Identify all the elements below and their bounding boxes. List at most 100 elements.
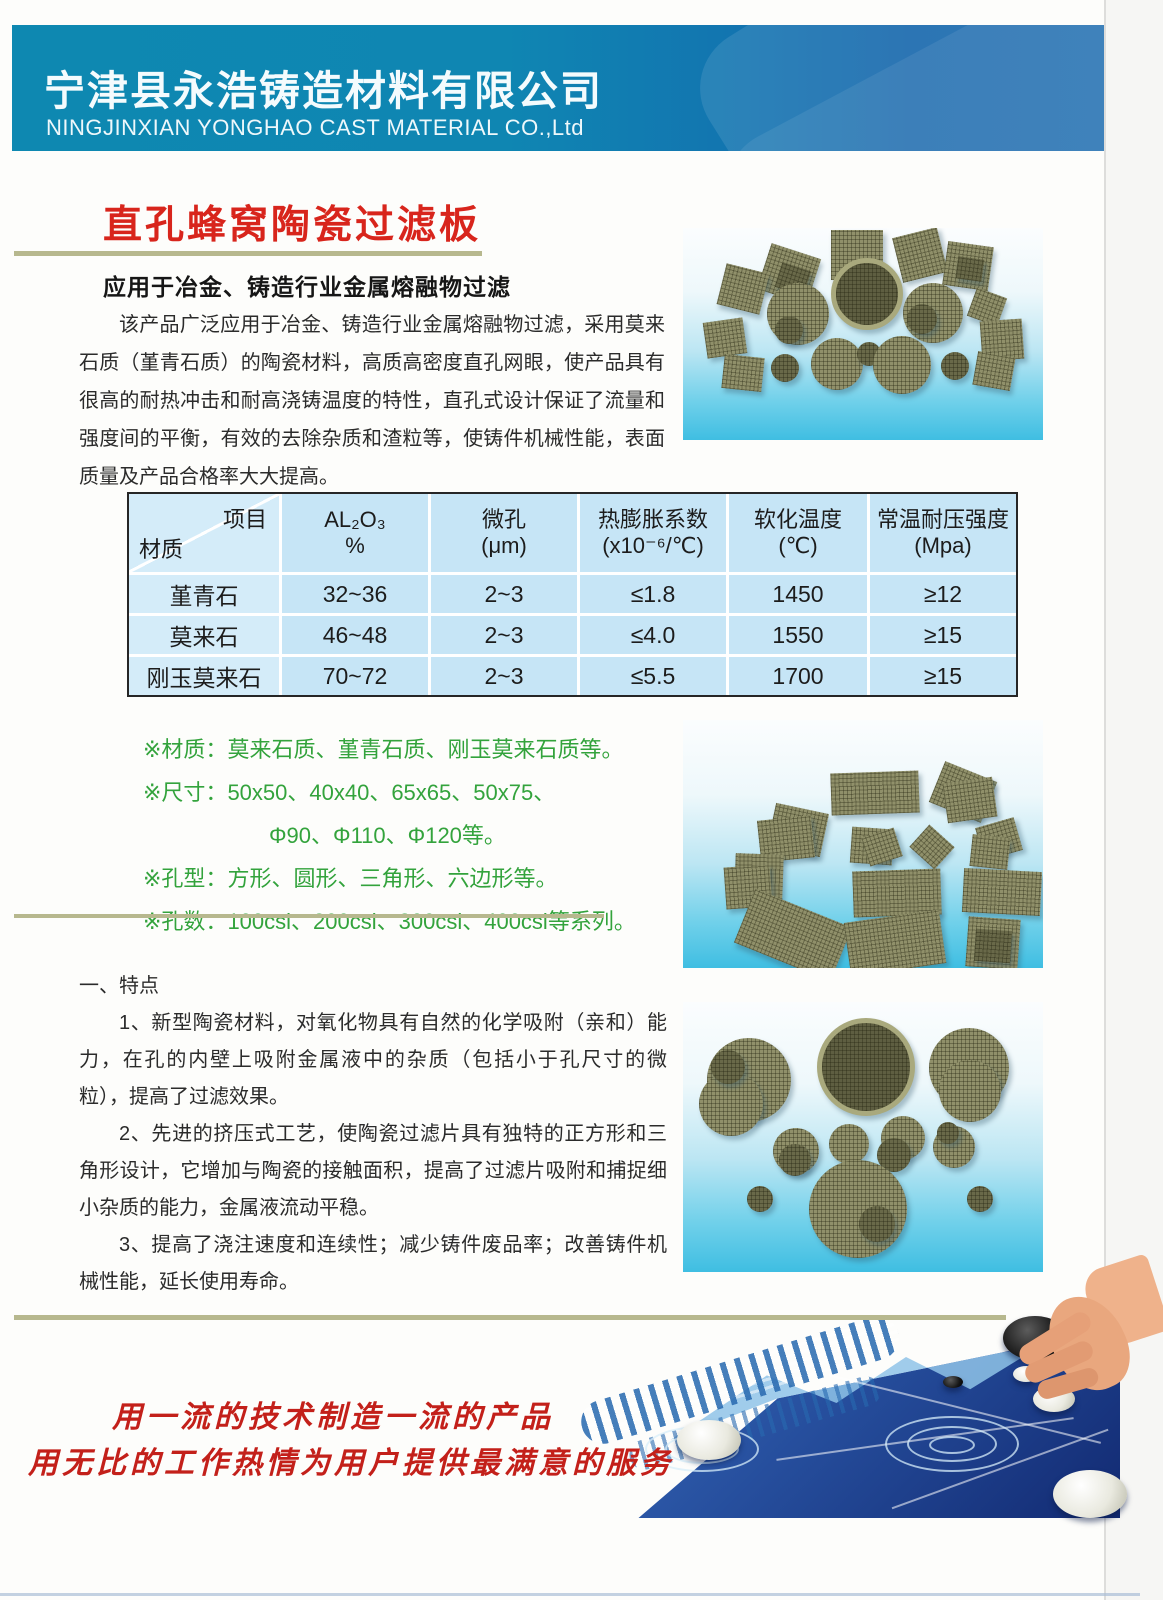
filter-disc-shape <box>937 1122 959 1144</box>
features-heading: 一、特点 <box>79 975 159 997</box>
filter-disc-shape <box>907 304 937 334</box>
go-stone-white <box>1053 1470 1127 1518</box>
column-title: 热膨胀系数 <box>597 507 708 532</box>
spec-value: 方形、圆形、三角形、六边形等。 <box>227 866 558 891</box>
product-description: 该产品广泛应用于冶金、铸造行业金属熔融物过滤，采用莫来石质（堇青石质）的陶瓷材料… <box>79 314 665 488</box>
filter-disc-shape <box>711 1050 745 1084</box>
value-cell: 46~48 <box>282 616 428 654</box>
product-photo-top <box>683 228 1043 440</box>
bottom-divider <box>14 1315 1006 1320</box>
filter-disc-shape <box>747 1186 773 1212</box>
column-header-softening-temp: 软化温度 (℃) <box>729 494 867 572</box>
header-banner: 宁津县永浩铸造材料有限公司 NINGJINXIAN YONGHAO CAST M… <box>12 25 1105 151</box>
filter-disc-shape <box>829 1124 869 1164</box>
spec-value: Φ90、Φ110、Φ120等。 <box>269 823 506 848</box>
value-cell: 2~3 <box>431 616 577 654</box>
go-stone-white <box>677 1420 741 1460</box>
filter-disc-shape <box>779 1144 811 1176</box>
filter-plate-shape <box>972 350 1016 392</box>
column-title: 微孔 <box>481 507 526 532</box>
value-cell: 1450 <box>729 575 867 613</box>
column-unit: (℃) <box>778 533 818 558</box>
spec-label: ※孔型： <box>143 866 228 891</box>
filter-plate-shape <box>969 834 1011 870</box>
spec-label: ※材质： <box>143 737 228 762</box>
filter-disc-shape <box>877 1138 911 1172</box>
filter-disc-shape <box>775 316 803 344</box>
value-cell: ≤1.8 <box>580 575 726 613</box>
column-title: AL₂O₃ <box>324 507 386 532</box>
feature-item: 1、新型陶瓷材料，对氧化物具有自然的化学吸附（亲和）能力，在孔的内壁上吸附金属液… <box>79 1012 667 1108</box>
column-header-micropore: 微孔 (μm) <box>431 494 577 572</box>
value-cell: 2~3 <box>431 657 577 695</box>
material-cell: 堇青石 <box>129 575 279 613</box>
spec-line-size-cont: Φ90、Φ110、Φ120等。 <box>143 814 673 857</box>
table-corner-cell: 项目 材质 <box>129 494 279 572</box>
slogan-line-1: 用一流的技术制造一流的产品 <box>112 1401 554 1434</box>
title-underline <box>14 251 482 256</box>
value-cell: ≤4.0 <box>580 616 726 654</box>
value-cell: ≥15 <box>870 657 1016 695</box>
company-name-cn: 宁津县永浩铸造材料有限公司 <box>44 68 603 114</box>
spec-line-material: ※材质：莫来石质、堇青石质、刚玉莫来石质等。 <box>143 728 673 771</box>
column-unit: (μm) <box>481 533 527 558</box>
value-cell: ≤5.5 <box>580 657 726 695</box>
product-photo-middle <box>683 720 1043 968</box>
spec-line-hole-count: ※孔数：100csi、200csi、300csi、400csi等系列。 <box>143 900 673 943</box>
value-cell: 1550 <box>729 616 867 654</box>
material-cell: 刚玉莫来石 <box>129 657 279 695</box>
filter-plate-shape <box>892 228 948 283</box>
column-header-thermal-expansion: 热膨胀系数 (x10⁻⁶/℃) <box>580 494 726 572</box>
spec-value: 50x50、40x40、65x65、50x75、 <box>227 780 556 805</box>
spec-label: ※尺寸： <box>143 780 228 805</box>
ripple <box>885 1416 1019 1472</box>
filter-plate-shape <box>961 867 1043 917</box>
filter-plate-shape <box>942 776 998 824</box>
spec-label: ※孔数： <box>143 909 228 934</box>
corner-label-item: 项目 <box>222 507 267 532</box>
column-header-compressive-strength: 常温耐压强度 (Mpa) <box>870 494 1016 572</box>
go-stone-black <box>943 1376 963 1388</box>
column-title: 软化温度 <box>753 507 842 532</box>
value-cell: 70~72 <box>282 657 428 695</box>
value-cell: 1700 <box>729 657 867 695</box>
corner-label-material: 材质 <box>139 537 184 562</box>
filter-plate-shape <box>830 770 920 816</box>
filter-disc-shape <box>941 352 969 380</box>
company-name-en: NINGJINXIAN YONGHAO CAST MATERIAL CO.,Lt… <box>46 115 585 140</box>
spec-value: 100csi、200csi、300csi、400csi等系列。 <box>227 909 636 934</box>
slogan-line-2: 用无比的工作热情为用户提供最满意的服务 <box>28 1447 674 1480</box>
section-divider <box>14 914 604 918</box>
filter-disc-shape <box>771 354 799 382</box>
filter-disc-shape <box>967 1186 993 1212</box>
column-title: 常温耐压强度 <box>876 507 1009 532</box>
spec-line-hole-shape: ※孔型：方形、圆形、三角形、六边形等。 <box>143 857 673 900</box>
value-cell: 2~3 <box>431 575 577 613</box>
column-header-al2o3: AL₂O₃ % <box>282 494 428 572</box>
page-edge <box>1104 0 1106 1600</box>
feature-item: 2、先进的挤压式工艺，使陶瓷过滤片具有独特的正方形和三角形设计，它增加与陶瓷的接… <box>79 1123 667 1219</box>
filter-disc-shape <box>831 258 903 330</box>
decorative-image <box>575 1253 1163 1518</box>
filter-plate-shape <box>973 928 1013 964</box>
ripple <box>907 1426 997 1462</box>
column-unit: (Mpa) <box>914 533 972 558</box>
spec-value: 莫来石质、堇青石质、刚玉莫来石质等。 <box>227 737 624 762</box>
filter-plate-shape <box>843 909 947 968</box>
feature-item: 3、提高了浇注速度和连续性；减少铸件废品率；改善铸件机械性能，延长使用寿命。 <box>79 1234 667 1293</box>
filter-disc-shape <box>809 1160 907 1258</box>
filter-disc-shape <box>817 1018 915 1116</box>
product-photo-bottom <box>683 1002 1043 1272</box>
filter-disc-shape <box>873 336 931 394</box>
product-subtitle: 应用于冶金、铸造行业金属熔融物过滤 <box>103 274 511 300</box>
value-cell: 32~36 <box>282 575 428 613</box>
value-cell: ≥15 <box>870 616 1016 654</box>
ripple <box>929 1436 975 1454</box>
filter-plate-shape <box>702 317 748 359</box>
spec-line-size: ※尺寸：50x50、40x40、65x65、50x75、 <box>143 771 673 814</box>
specs-list: ※材质：莫来石质、堇青石质、刚玉莫来石质等。 ※尺寸：50x50、40x40、6… <box>143 728 673 943</box>
filter-plate-shape <box>909 824 955 870</box>
column-unit: % <box>345 533 365 558</box>
column-unit: (x10⁻⁶/℃) <box>602 533 704 558</box>
